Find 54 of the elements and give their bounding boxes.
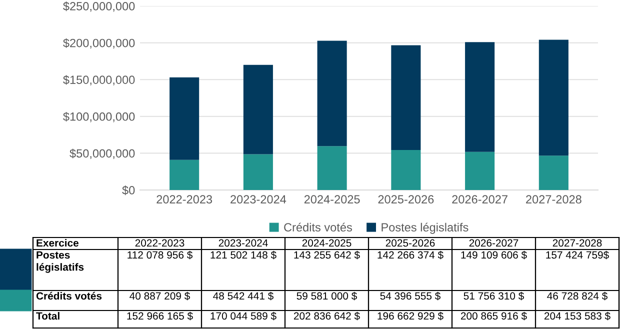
x-tick-label: 2023-2024 [230, 195, 286, 204]
y-tick-label: $0 [122, 186, 135, 196]
data-label: 48 542 441 $ [213, 292, 274, 300]
data-label: 157 424 759$ [546, 250, 609, 260]
bar [243, 64, 273, 154]
text: Crédits votés [36, 292, 102, 300]
data-label: 46 728 824 $ [547, 292, 608, 300]
text: 196 662 929 $ [378, 312, 444, 320]
bar [317, 40, 347, 146]
bar [465, 152, 495, 190]
bar [317, 146, 347, 190]
x-tick-label: 2024-2025 [304, 195, 360, 204]
text: 202 836 642 $ [294, 312, 360, 320]
y-tick-label: $150,000,000 [63, 75, 135, 86]
x-tick-label: 2022-2023 [156, 195, 212, 204]
text: Postes législatifs [36, 251, 84, 273]
data-label: 112 078 956 $ [128, 250, 193, 260]
data-label: 40 887 209 $ [130, 292, 190, 300]
category-label: 2027-2028 [552, 239, 602, 247]
text: 200 865 916 $ [460, 312, 527, 320]
category-label: 2026-2027 [469, 239, 518, 247]
data-label: 142 266 374 $ [378, 250, 444, 260]
y-tick-label: $250,000,000 [63, 2, 135, 12]
legend-label: Crédits votés [284, 222, 352, 232]
bar [538, 156, 568, 190]
data-label: 51 756 310 $ [464, 292, 524, 300]
bar [538, 40, 568, 156]
y-tick-label: $100,000,000 [63, 112, 135, 122]
data-label: 54 396 555 $ [380, 292, 440, 300]
category-label: 2024-2025 [302, 239, 352, 247]
x-tick-label: 2027-2028 [526, 195, 582, 204]
bar [170, 77, 200, 160]
bar [391, 150, 421, 190]
y-tick-label: $50,000,000 [70, 148, 135, 159]
category-label: 2025-2026 [386, 239, 435, 247]
x-tick-label: 2025-2026 [378, 195, 434, 204]
text: 170 044 589 $ [210, 312, 276, 320]
category-label: 2023-2024 [218, 239, 268, 247]
y-tick-label: $200,000,000 [63, 38, 135, 49]
text: Exercice [36, 239, 79, 247]
data-label: 143 255 642 $ [294, 250, 360, 260]
data-label: 149 109 606 $ [461, 250, 527, 260]
category-label: 2022-2023 [135, 239, 184, 247]
text: 204 153 583 $ [544, 312, 610, 320]
x-tick-label: 2026-2027 [452, 195, 508, 204]
data-label: 59 581 000 $ [296, 292, 357, 300]
data-label: 121 502 148 $ [210, 250, 276, 260]
bar [465, 42, 495, 152]
legend-label: Postes législatifs [382, 222, 468, 234]
bar [243, 154, 273, 190]
text: Total [36, 312, 60, 320]
text: 152 966 165 $ [127, 312, 193, 320]
bar [391, 45, 421, 150]
bar [170, 160, 200, 190]
